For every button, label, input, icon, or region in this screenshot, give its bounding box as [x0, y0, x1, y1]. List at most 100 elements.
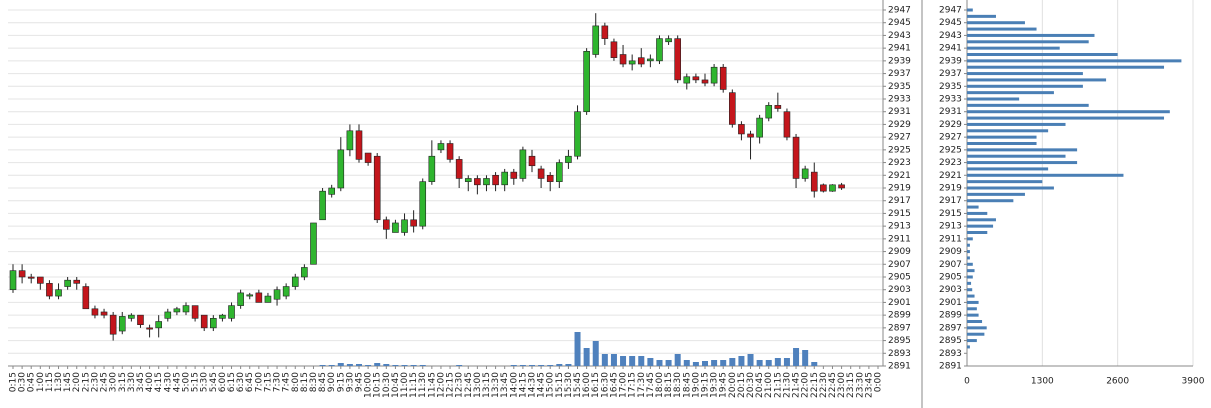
- y-tick-label: 2897: [888, 323, 911, 333]
- x-tick-label: 17:30: [637, 372, 647, 398]
- profile-bar: [967, 65, 1165, 69]
- y-tick-label: 2941: [939, 44, 962, 54]
- profile-bar: [967, 205, 979, 209]
- x-tick-label: 13:00: [473, 372, 483, 398]
- x-tick-label: 14:30: [528, 372, 538, 398]
- x-tick-label: 19:00: [691, 372, 701, 398]
- profile-bar: [967, 161, 1078, 165]
- volume-bar: [519, 365, 526, 366]
- x-tick-label: 14:00: [509, 372, 519, 398]
- x-tick-label: 10:00: [364, 372, 374, 398]
- x-tick-label: 8:15: [300, 372, 310, 392]
- x-tick-label: 21:15: [773, 372, 783, 398]
- candle-body: [619, 54, 627, 65]
- volume-bar: [692, 362, 699, 366]
- candle-body: [64, 279, 71, 287]
- candle-body: [510, 171, 518, 179]
- x-tick-label: 8:45: [318, 372, 328, 392]
- candle-body: [464, 178, 472, 182]
- candle-body: [46, 283, 53, 297]
- volume-bar: [538, 365, 545, 366]
- candle-body: [173, 308, 181, 313]
- profile-bar: [967, 103, 1089, 107]
- candle-body: [164, 311, 172, 319]
- candle-body: [373, 155, 381, 221]
- profile-bar: [967, 269, 975, 273]
- y-tick-label: 2945: [939, 18, 962, 28]
- volume-bar: [620, 356, 627, 366]
- profile-bar: [967, 173, 1124, 177]
- x-tick-label: 21:45: [792, 372, 802, 398]
- x-tick-label: 19:30: [710, 372, 720, 398]
- volume-bar: [729, 358, 736, 366]
- x-tick-label: 3:00: [109, 372, 119, 392]
- x-tick-label: 16:00: [582, 372, 592, 398]
- x-tick-label: 15:45: [573, 372, 583, 398]
- candle-body: [756, 117, 763, 138]
- y-tick-label: 2913: [939, 222, 962, 232]
- y-tick-label: 2911: [939, 234, 962, 244]
- profile-bar: [967, 281, 972, 285]
- candle-body: [601, 25, 609, 39]
- x-tick-label: 16:45: [609, 372, 619, 398]
- candle-body: [738, 124, 745, 135]
- profile-bar: [967, 275, 973, 279]
- volume-bar: [711, 360, 718, 366]
- x-tick-label: 22:00: [801, 372, 811, 398]
- y-tick-label: 2895: [939, 336, 962, 346]
- x-tick-label: 13:15: [482, 372, 492, 398]
- volume-bar: [374, 363, 381, 366]
- volume-bar: [456, 365, 463, 366]
- candle-body: [27, 276, 35, 279]
- y-tick-label: 2901: [939, 298, 962, 308]
- profile-bar: [967, 154, 1066, 158]
- x-tick-label: 6:15: [227, 372, 237, 392]
- x-tick-label: 8:00: [291, 372, 301, 392]
- x-tick-label: 2:45: [100, 372, 110, 392]
- candle-body: [137, 314, 144, 325]
- x-tick-label: 5:45: [209, 372, 219, 392]
- x-tick-label: 11:45: [427, 372, 437, 398]
- profile-bar: [967, 129, 1049, 133]
- candle-body: [155, 321, 162, 329]
- candle-body: [383, 219, 390, 230]
- x-tick-label: 23:00: [837, 372, 847, 398]
- x-tick-label: 2600: [1106, 377, 1129, 387]
- candle-body: [301, 267, 308, 278]
- x-tick-label: 21:30: [782, 372, 792, 398]
- x-tick-label: 19:15: [701, 372, 711, 398]
- profile-bar: [967, 288, 973, 292]
- volume-bar: [665, 360, 672, 366]
- profile-bar: [967, 21, 1025, 25]
- volume-bar: [674, 354, 681, 366]
- profile-bar: [967, 167, 1049, 171]
- candle-body: [310, 222, 317, 265]
- x-tick-label: 14:45: [537, 372, 547, 398]
- y-tick-label: 2937: [888, 69, 911, 79]
- y-tick-label: 2929: [888, 120, 911, 130]
- y-tick-label: 2905: [888, 273, 911, 283]
- volume-bar: [756, 360, 763, 366]
- y-tick-label: 2917: [888, 196, 911, 206]
- candle-body: [319, 190, 326, 221]
- x-tick-label: 0:45: [27, 372, 37, 392]
- x-tick-label: 15:00: [546, 372, 556, 398]
- candle-body: [291, 276, 299, 287]
- profile-bar: [967, 27, 1037, 31]
- x-tick-label: 2:00: [72, 372, 82, 392]
- volume-bar: [356, 364, 362, 366]
- volume-bar: [592, 341, 599, 366]
- y-tick-label: 2899: [888, 311, 911, 321]
- x-tick-label: 7:00: [254, 372, 264, 392]
- candle-body: [665, 38, 672, 43]
- x-tick-label: 12:15: [446, 372, 456, 398]
- candle-body: [583, 51, 590, 113]
- volume-bar: [365, 365, 372, 366]
- candle-body: [501, 171, 508, 186]
- profile-bar: [967, 211, 988, 215]
- x-tick-label: 14:15: [518, 372, 528, 398]
- x-tick-label: 15:15: [555, 372, 565, 398]
- profile-bar: [967, 307, 977, 311]
- volume-bar: [547, 365, 554, 366]
